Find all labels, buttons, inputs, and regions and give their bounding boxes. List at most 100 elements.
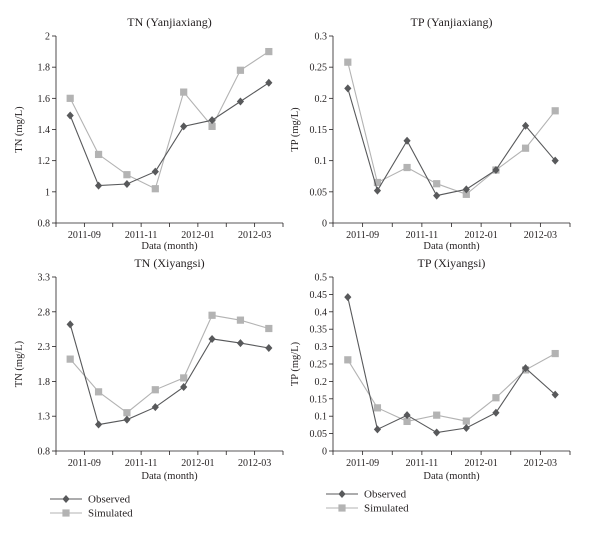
legend-label: Observed: [88, 494, 131, 506]
simulated-point: [94, 388, 103, 396]
observed-point: [123, 180, 131, 189]
simulated-point: [462, 417, 470, 425]
observed-point: [433, 428, 441, 437]
chart-panel-3: TN (Xiyangsi) 0.8 1.3 1.8 2.3 2.8 3.3 2011-09 20…: [14, 256, 284, 482]
legend-1: Observed Simulated: [50, 494, 133, 520]
y-tick-label: 0.15: [310, 125, 328, 136]
observed-point: [551, 390, 559, 399]
y-tick-label: 0.8: [38, 447, 51, 458]
simulated-point: [94, 150, 103, 159]
y-tick-label: 0.05: [310, 187, 328, 198]
observed-point: [151, 403, 159, 412]
observed-point: [265, 78, 273, 87]
simulated-point: [551, 349, 559, 358]
y-axis-label: TN (mg/L): [14, 340, 25, 387]
observed-point: [208, 116, 216, 125]
y-tick-label: 2: [45, 32, 50, 43]
y-tick-label: 0.2: [315, 377, 328, 388]
y-tick-label: 0.35: [310, 325, 328, 336]
simulated-point: [236, 316, 245, 324]
observed-point: [344, 293, 352, 302]
simulated-point: [373, 404, 382, 412]
y-tick-label: 1.3: [38, 412, 51, 423]
legend-label: Observed: [364, 489, 407, 501]
y-tick-label: 1: [45, 187, 50, 198]
observed-point: [94, 181, 103, 190]
x-axis-label: Data (month): [423, 471, 480, 482]
series-line-simulated: [69, 51, 270, 190]
simulated-point: [403, 417, 411, 426]
y-tick-label: 0.25: [310, 63, 328, 74]
simulated-point: [492, 394, 500, 402]
y-tick-label: 1.8: [38, 377, 51, 388]
simulated-point: [151, 386, 159, 394]
simulated-point: [236, 66, 245, 74]
legend-marker-observed: [338, 490, 346, 498]
simulated-point: [344, 356, 352, 364]
observed-point: [180, 122, 188, 131]
y-tick-label: 0.15: [310, 394, 328, 405]
simulated-point: [123, 409, 131, 417]
observed-point: [403, 411, 411, 420]
y-tick-label: 0.1: [315, 412, 328, 423]
simulated-point: [433, 411, 441, 419]
x-tick-label: 2011-11: [125, 458, 158, 469]
y-tick-label: 0.05: [310, 429, 328, 440]
x-tick-label: 2012-03: [524, 458, 557, 469]
x-tick-label: 2011-09: [68, 458, 101, 469]
simulated-point: [344, 58, 352, 66]
y-tick-label: 1.6: [38, 94, 51, 105]
simulated-point: [551, 107, 559, 115]
chart-title: TP (Xiyangsi): [418, 256, 486, 270]
y-tick-label: 0.25: [310, 360, 328, 371]
simulated-point: [208, 122, 216, 130]
x-tick-label: 2011-11: [406, 458, 439, 469]
simulated-point: [123, 171, 131, 179]
chart-panel-4: TP (Xiyangsi) 0 0.05 0.1 0.15 0.2 0.25 0.3 0.35 0…: [290, 256, 571, 482]
y-tick-label: 1.8: [38, 63, 51, 74]
legend-label: Simulated: [364, 503, 409, 515]
y-tick-label: 0.3: [315, 32, 328, 43]
chart-panel-2: TP (Yanjiaxiang) 0 0.05 0.1 0.15 0.2 0.25 0.3 20…: [290, 15, 571, 252]
observed-point: [236, 339, 245, 348]
y-tick-label: 1.4: [38, 125, 51, 136]
observed-point: [521, 121, 530, 130]
x-axis-label: Data (month): [423, 241, 480, 252]
observed-point: [265, 343, 273, 352]
simulated-point: [462, 190, 470, 198]
legend-marker-simulated: [62, 509, 70, 517]
simulated-point: [265, 47, 273, 56]
observed-point: [521, 364, 530, 373]
legend-2: Observed Simulated: [326, 489, 409, 515]
chart-panel-1: TN (Yanjiaxiang) 0.8 1 1.2 1.4 1.6 1.8 2 2011-09…: [14, 15, 284, 252]
x-tick-label: 2012-01: [181, 230, 214, 241]
series-line-observed: [347, 88, 556, 197]
x-axis-label: Data (month): [141, 471, 198, 482]
x-tick-label: 2011-11: [125, 230, 158, 241]
x-tick-label: 2012-01: [181, 458, 214, 469]
x-tick-label: 2011-09: [346, 458, 379, 469]
x-axis-label: Data (month): [141, 241, 198, 252]
y-tick-label: 2.8: [38, 307, 51, 318]
series-line-observed: [69, 82, 270, 187]
x-tick-label: 2012-01: [464, 230, 497, 241]
observed-point: [373, 186, 382, 195]
observed-point: [492, 408, 500, 417]
observed-point: [94, 420, 103, 429]
observed-point: [236, 97, 245, 106]
observed-point: [208, 334, 216, 343]
y-tick-label: 0.8: [38, 219, 51, 230]
chart-title: TN (Yanjiaxiang): [127, 15, 211, 29]
observed-point: [462, 185, 470, 194]
observed-point: [66, 320, 74, 329]
y-tick-label: 0.2: [315, 94, 328, 105]
series-line-simulated: [347, 62, 556, 195]
observed-point: [462, 424, 470, 433]
simulated-point: [433, 180, 441, 188]
observed-point: [373, 425, 382, 434]
legend-marker-simulated: [338, 504, 346, 512]
x-tick-label: 2011-11: [406, 230, 439, 241]
simulated-point: [403, 163, 411, 172]
chart-title: TN (Xiyangsi): [134, 256, 204, 270]
